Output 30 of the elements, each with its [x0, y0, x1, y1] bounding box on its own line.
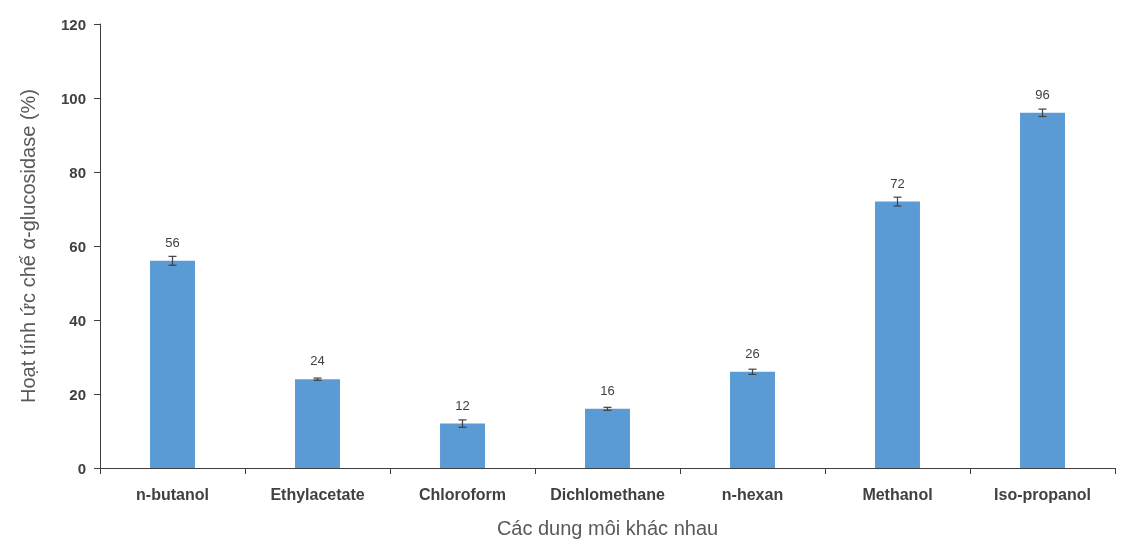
- bar: [150, 260, 195, 468]
- y-axis-title: Hoạt tính ức chế α-glucosidase (%): [17, 89, 39, 403]
- x-axis-title: Các dung môi khác nhau: [496, 517, 719, 539]
- x-tick-label: n-butanol: [136, 485, 209, 503]
- bar: [1020, 112, 1065, 468]
- data-label: 24: [310, 353, 325, 369]
- y-tick-label: 100: [60, 89, 86, 107]
- bar: [440, 423, 485, 468]
- data-label: 12: [455, 397, 470, 413]
- x-tick-label: Iso-propanol: [994, 485, 1091, 503]
- data-label: 26: [745, 345, 760, 361]
- y-tick-label: 40: [69, 311, 86, 329]
- data-label: 16: [600, 382, 615, 398]
- bar: [875, 201, 920, 468]
- x-tick-label: n-hexan: [721, 485, 784, 503]
- x-tick-label: Methanol: [862, 485, 933, 503]
- data-label: 56: [165, 234, 180, 250]
- data-label: 72: [890, 175, 905, 191]
- x-tick-label: Ethylacetate: [270, 485, 365, 503]
- y-tick-label: 60: [69, 237, 86, 255]
- bar: [730, 371, 775, 468]
- bar: [585, 408, 630, 468]
- bar: [295, 379, 340, 468]
- x-tick-label: Dichlomethane: [550, 485, 665, 503]
- y-tick-label: 80: [69, 163, 86, 181]
- y-tick-label: 20: [69, 385, 86, 403]
- data-label: 96: [1035, 86, 1050, 102]
- x-tick-label: Chloroform: [418, 485, 507, 503]
- y-tick-label: 120: [60, 15, 86, 33]
- y-tick-label: 0: [77, 459, 86, 477]
